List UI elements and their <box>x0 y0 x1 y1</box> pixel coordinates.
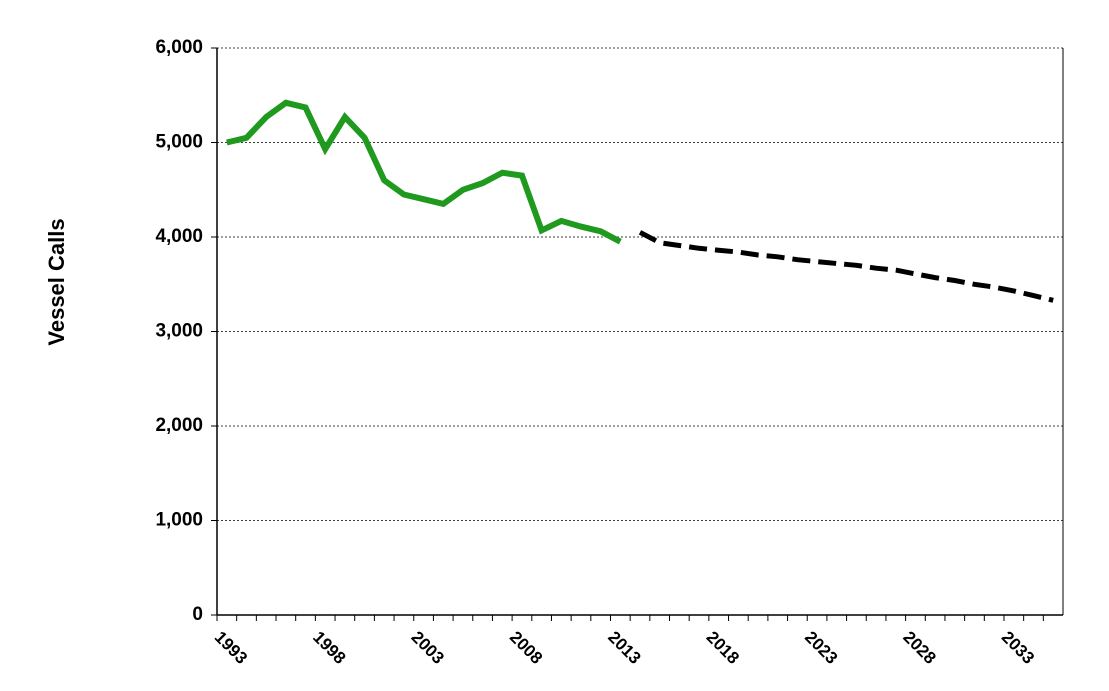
y-axis-label: Vessel Calls <box>44 218 69 345</box>
x-tick-label: 2018 <box>703 628 743 668</box>
data-line <box>638 230 1054 303</box>
y-tick-label: 4,000 <box>155 226 203 247</box>
x-tick-label: 1998 <box>309 628 349 668</box>
y-tick-label: 5,000 <box>155 132 203 153</box>
y-tick-label: 6,000 <box>155 37 203 58</box>
x-tick-label: 2028 <box>899 628 939 668</box>
y-tick-label: 0 <box>192 604 203 625</box>
x-tick-label: 2023 <box>801 628 841 668</box>
data-line <box>226 99 622 245</box>
y-tick-label: 1,000 <box>155 510 203 531</box>
y-tick-label: 3,000 <box>155 321 203 342</box>
x-tick-label: 2003 <box>408 628 448 668</box>
x-tick-label: 2008 <box>506 628 546 668</box>
y-tick-label: 2,000 <box>155 415 203 436</box>
x-tick-label: 1993 <box>211 628 251 668</box>
x-tick-label: 2013 <box>604 628 644 668</box>
x-tick-label: 2033 <box>998 628 1038 668</box>
